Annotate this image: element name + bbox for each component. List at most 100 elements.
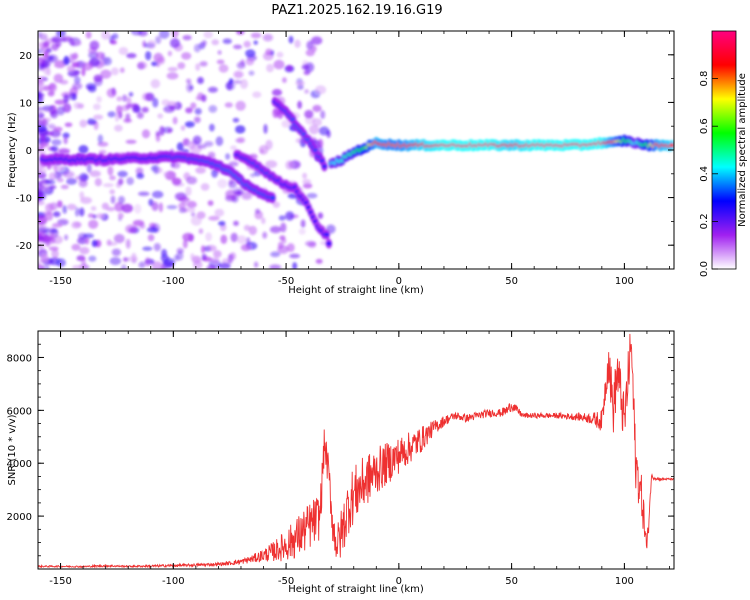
spectrogram-noise-blob [317,138,324,149]
spectrogram-noise-blob [194,108,202,115]
spectrogram-noise-blob [288,35,294,44]
spectrogram-noise-blob [38,76,47,82]
spectrogram-noise-blob [119,67,125,73]
spectrogram-noise-blob [95,51,105,60]
spectrogram-noise-blob [171,177,182,186]
spectrogram-noise-blob [190,215,202,226]
spectrogram-noise-blob [50,109,58,119]
y-tick-label: 10 [19,98,32,109]
spectrogram-noise-blob [56,178,64,183]
spectrogram-noise-blob [312,104,322,113]
spectrogram-noise-blob [185,107,193,114]
spectrogram-noise-blob [235,125,246,134]
spectrogram-noise-blob [51,36,61,43]
spectrogram-noise-blob [47,55,54,61]
spectrogram-noise-blob [282,77,287,83]
spectrogram-noise-blob [151,261,163,269]
spectrogram-noise-blob [62,103,72,113]
x-tick-label: 50 [505,576,518,587]
spectrogram-noise-blob [211,169,219,178]
spectrogram-noise-blob [201,245,206,254]
spectrogram-noise-blob [38,215,48,225]
spectrogram-noise-blob [107,166,114,176]
spectrogram-noise-blob [261,217,266,225]
spectrogram-noise-blob [190,212,196,217]
spectrogram-noise-blob [250,32,262,39]
spectrogram-noise-blob [186,82,194,93]
y-tick-label: 0 [26,146,32,157]
spectrogram-noise-blob [39,140,45,150]
spectrogram-noise-blob [38,264,45,269]
spectrogram-noise-blob [237,137,246,144]
spectrogram-noise-blob [78,179,88,188]
spectrogram-noise-blob [51,43,59,51]
spectrogram-noise-blob [71,221,82,229]
spectrogram-noise-blob [301,64,310,70]
spectrogram-noise-blob [79,191,85,200]
spectrogram-noise-blob [38,92,45,101]
spectrogram-noise-blob [207,86,218,93]
spectrogram-noise-blob [250,173,256,178]
spectrogram-noise-blob [151,201,159,211]
spectrogram-noise-blob [62,57,71,66]
colorbar-tick-label: 0.0 [699,261,710,277]
spectrogram-noise-blob [305,49,315,57]
spectrogram-noise-blob [228,180,237,189]
spectrogram-noise-blob [269,264,282,269]
spectrogram-noise-blob [181,148,190,154]
spectrogram-noise-blob [103,57,112,66]
spectrogram-noise-blob [190,253,195,261]
x-tick-label: 100 [615,276,634,287]
spectrogram-noise-blob [262,33,274,42]
spectrogram-noise-blob [235,100,246,111]
spectrogram-noise-blob [83,233,94,239]
spectrogram-noise-blob [111,67,119,76]
spectrogram-noise-blob [96,213,105,219]
spectrogram-noise-blob [315,85,327,95]
spectrogram-noise-blob [317,212,324,219]
spectrogram-noise-blob [87,213,95,218]
spectrogram-cell [321,164,327,169]
spectrogram-noise-blob [131,31,143,36]
spectrogram-noise-blob [195,63,201,71]
spectrogram-noise-blob [39,33,48,41]
spectrogram-noise-blob [269,226,282,234]
spectrogram-noise-blob [192,135,202,145]
spectrogram-noise-blob [182,232,194,242]
spectrogram-noise-blob [61,36,73,42]
spectrogram-noise-blob [126,177,134,186]
spectrogram-noise-blob [167,67,178,72]
spectrogram-noise-blob [255,208,261,214]
spectrogram-noise-blob [208,105,218,113]
spectrogram-noise-blob [211,39,219,46]
spectrogram-noise-blob [128,227,138,234]
spectrogram-noise-blob [101,202,109,210]
spectrogram-noise-blob [200,183,210,191]
spectrogram-noise-blob [209,123,215,132]
spectrogram-noise-blob [254,261,259,268]
spectrogram-noise-blob [49,228,58,234]
spectrogram-noise-blob [292,262,298,269]
spectrogram-cell [669,143,674,148]
spectrogram-noise-blob [155,36,162,44]
spectrogram-noise-blob [180,125,186,131]
spectrogram-noise-blob [171,31,179,38]
spectrogram-noise-blob [114,124,123,132]
spectrogram-noise-blob [125,238,131,249]
spectrogram-noise-blob [230,232,238,243]
spectrogram-noise-blob [210,257,220,264]
spectrogram-noise-blob [87,85,97,93]
spectrogram-noise-blob [176,142,184,152]
spectrogram-noise-blob [70,54,78,61]
spectrogram-noise-blob [47,90,55,97]
spectrogram-noise-blob [156,56,165,64]
spectrogram-main-trace [39,150,276,204]
spectrogram-noise-blob [207,200,214,206]
spectrogram-noise-blob [178,196,190,203]
spectrogram-noise-blob [69,92,77,101]
spectrogram-noise-blob [199,61,208,67]
spectrogram-y-label: Frequency (Hz) [7,112,18,188]
spectrogram-noise-blob [38,184,46,191]
colorbar-ticks: 0.0 0.2 0.4 0.6 0.8 [699,71,718,277]
spectrogram-noise-blob [240,79,248,89]
